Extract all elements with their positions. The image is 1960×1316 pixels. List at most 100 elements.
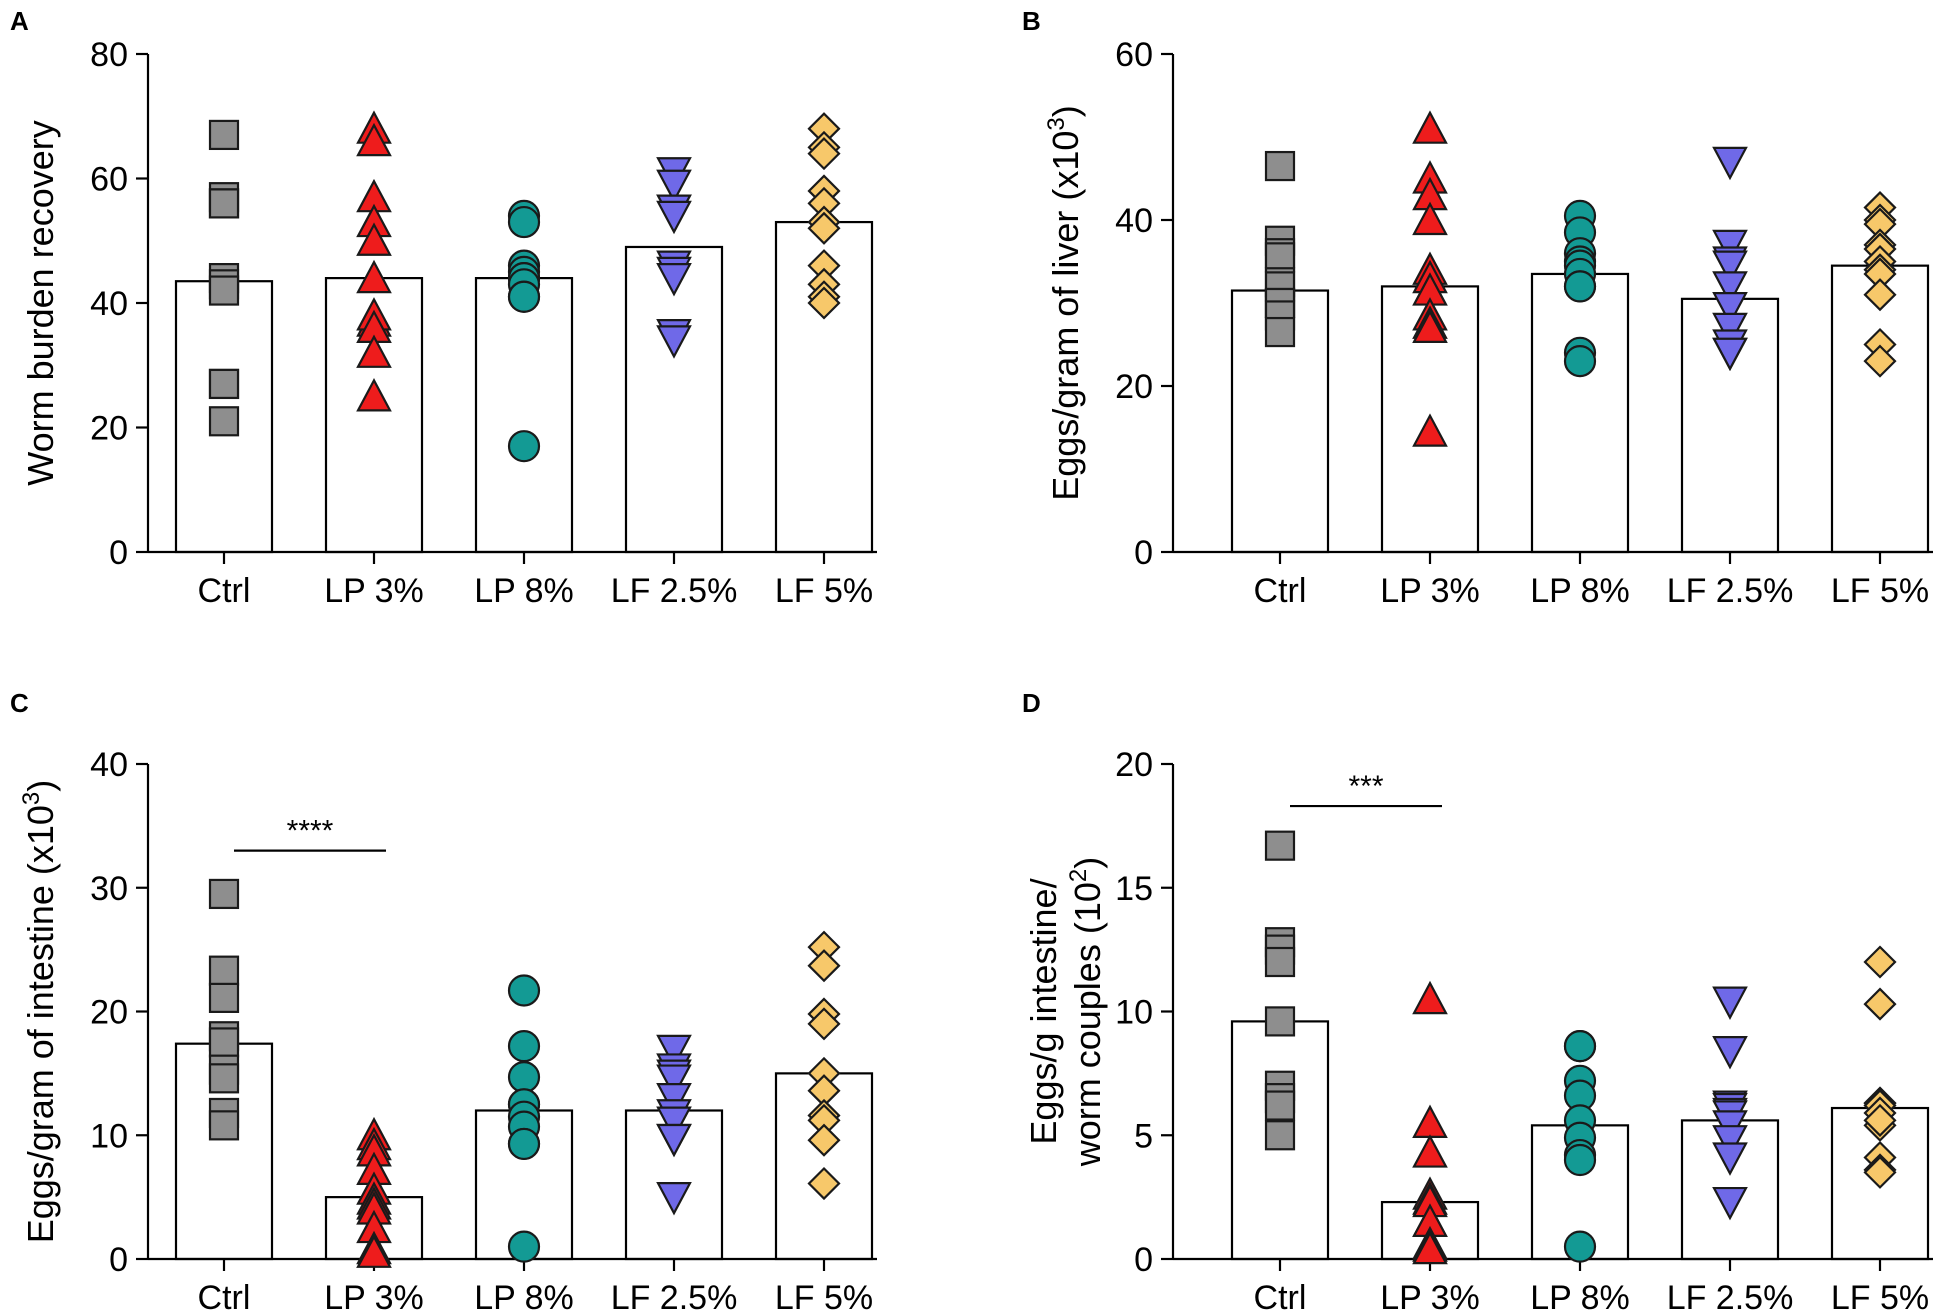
- data-point-lp-3-: [1412, 980, 1448, 1015]
- x-tick-label: LP 8%: [1530, 572, 1630, 610]
- y-tick-label: 40: [90, 285, 128, 323]
- y-tick-label: 20: [1115, 368, 1153, 406]
- data-point-lp-8-: [1563, 1030, 1597, 1063]
- data-point-ctrl: [208, 1063, 240, 1094]
- x-tick-label: LP 8%: [474, 572, 574, 610]
- data-point-lp-8-: [507, 280, 541, 313]
- data-point-lf-2-5-: [656, 1123, 692, 1158]
- y-tick-label: 60: [90, 161, 128, 199]
- data-point-lf-2-5-: [656, 1064, 692, 1098]
- x-tick-label: Ctrl: [198, 1279, 251, 1316]
- y-tick-label: 20: [1115, 746, 1153, 784]
- data-point-lf-5-: [1863, 278, 1897, 312]
- x-tick-label: LF 2.5%: [1667, 572, 1794, 610]
- x-tick-label: Ctrl: [198, 572, 251, 610]
- y-axis-label-line2: worm couples (102): [1065, 857, 1108, 1167]
- data-point-lf-5-: [807, 211, 841, 245]
- data-point-lp-3-: [356, 1234, 392, 1268]
- data-point-ctrl: [208, 1110, 240, 1141]
- data-point-lp-8-: [507, 974, 541, 1007]
- data-point-lp-3-: [1412, 1230, 1448, 1265]
- y-tick-label: 0: [1134, 534, 1153, 572]
- data-point-lp-8-: [1563, 345, 1597, 378]
- y-tick-label: 5: [1134, 1117, 1153, 1155]
- data-point-lp-8-: [507, 1060, 541, 1094]
- data-point-lp-3-: [356, 259, 392, 294]
- bar-lf-2-5-: [624, 245, 724, 554]
- y-tick-label: 10: [90, 1117, 128, 1155]
- x-tick-label: LP 8%: [1530, 1279, 1630, 1316]
- data-point-lf-5-: [1863, 1155, 1897, 1189]
- y-tick-label: 30: [90, 870, 128, 908]
- y-tick-label: 40: [1115, 202, 1153, 240]
- data-point-lp-8-: [1563, 270, 1597, 303]
- data-point-lp-8-: [507, 430, 541, 463]
- data-point-lp-3-: [356, 378, 392, 412]
- x-tick-label: LP 3%: [324, 572, 424, 610]
- data-point-lf-2-5-: [1712, 1142, 1748, 1176]
- y-tick-label: 80: [90, 36, 128, 74]
- data-point-lf-2-5-: [656, 1182, 692, 1216]
- data-point-lf-5-: [807, 1123, 841, 1157]
- x-tick-label: LP 3%: [324, 1279, 424, 1316]
- data-point-lf-5-: [807, 286, 841, 320]
- y-tick-label: 10: [1115, 994, 1153, 1032]
- data-point-lp-3-: [1412, 309, 1448, 343]
- data-point-ctrl: [1264, 1006, 1296, 1037]
- data-point-ctrl: [208, 188, 240, 219]
- panel-D: D 0 5 10 15 20 Ctrl LP 3% LP 8% LF 2.5% LF 5% Eggs/…: [1022, 688, 1933, 1316]
- panel-B: B 0 20 40 60 Ctrl LP 3% LP 8% LF 2.5% LF 5% Eggs/g…: [1022, 6, 1933, 610]
- data-point-lp-8-: [507, 1030, 541, 1063]
- data-point-lp-8-: [1563, 1230, 1597, 1263]
- panel-A: A 0 20 40 60 80 Ctrl LP 3% LP 8% LF 2.5% LF 5% Worm…: [10, 6, 877, 610]
- data-point-lf-2-5-: [1712, 1186, 1748, 1221]
- x-tick-label: LF 5%: [1831, 1279, 1929, 1316]
- data-point-ctrl: [1264, 1120, 1296, 1151]
- x-tick-label: LP 3%: [1380, 572, 1480, 610]
- y-tick-label: 20: [90, 410, 128, 448]
- data-point-ctrl: [1264, 242, 1296, 273]
- x-tick-label: LF 2.5%: [1667, 1279, 1794, 1316]
- x-tick-label: LF 2.5%: [611, 572, 738, 610]
- data-point-lf-2-5-: [1712, 1125, 1748, 1159]
- data-point-ctrl: [208, 982, 240, 1013]
- data-point-lp-8-: [507, 1127, 541, 1161]
- data-point-lp-3-: [1412, 201, 1448, 236]
- significance-label: ****: [287, 815, 334, 848]
- data-point-lf-2-5-: [656, 1034, 692, 1069]
- data-point-lf-2-5-: [1712, 292, 1748, 326]
- x-tick-label: LP 8%: [474, 1279, 574, 1316]
- data-point-ctrl: [1264, 150, 1296, 182]
- x-tick-label: LP 3%: [1380, 1279, 1480, 1316]
- data-point-lf-5-: [807, 1166, 841, 1201]
- y-axis-label-line1: Eggs/g intestine/: [1023, 878, 1064, 1144]
- significance-label: ***: [1348, 770, 1383, 803]
- x-tick-label: Ctrl: [1254, 572, 1307, 610]
- data-point-lf-2-5-: [1712, 986, 1748, 1020]
- data-point-lf-2-5-: [656, 263, 692, 297]
- data-point-ctrl: [208, 119, 240, 151]
- data-point-lf-2-5-: [656, 200, 692, 235]
- data-point-lf-2-5-: [1712, 1035, 1748, 1070]
- data-point-lp-3-: [356, 122, 392, 157]
- x-tick-label: Ctrl: [1254, 1279, 1307, 1316]
- data-point-lf-2-5-: [656, 325, 692, 359]
- data-point-lf-2-5-: [1712, 146, 1748, 181]
- data-point-lf-5-: [1863, 344, 1897, 378]
- x-tick-label: LF 2.5%: [611, 1279, 738, 1316]
- panel-C: C 0 10 20 30 40 Ctrl LP 3% LP 8% LF 2.5% LF 5% Eggs…: [10, 688, 877, 1316]
- y-axis-label: Worm burden recovery: [20, 120, 61, 485]
- x-tick-label: LF 5%: [1831, 572, 1929, 610]
- data-point-ctrl: [208, 275, 240, 306]
- bar-lp-8-: [1530, 272, 1630, 554]
- data-point-lf-5-: [807, 1007, 841, 1041]
- x-tick-label: LF 5%: [775, 1279, 873, 1316]
- data-point-lp-3-: [356, 222, 392, 256]
- data-point-lf-5-: [1863, 945, 1897, 979]
- data-point-lf-2-5-: [1712, 271, 1748, 305]
- data-point-lf-2-5-: [1712, 229, 1748, 264]
- data-point-lp-8-: [507, 1230, 541, 1263]
- panel-letter: C: [10, 688, 29, 718]
- data-point-ctrl: [208, 1027, 240, 1058]
